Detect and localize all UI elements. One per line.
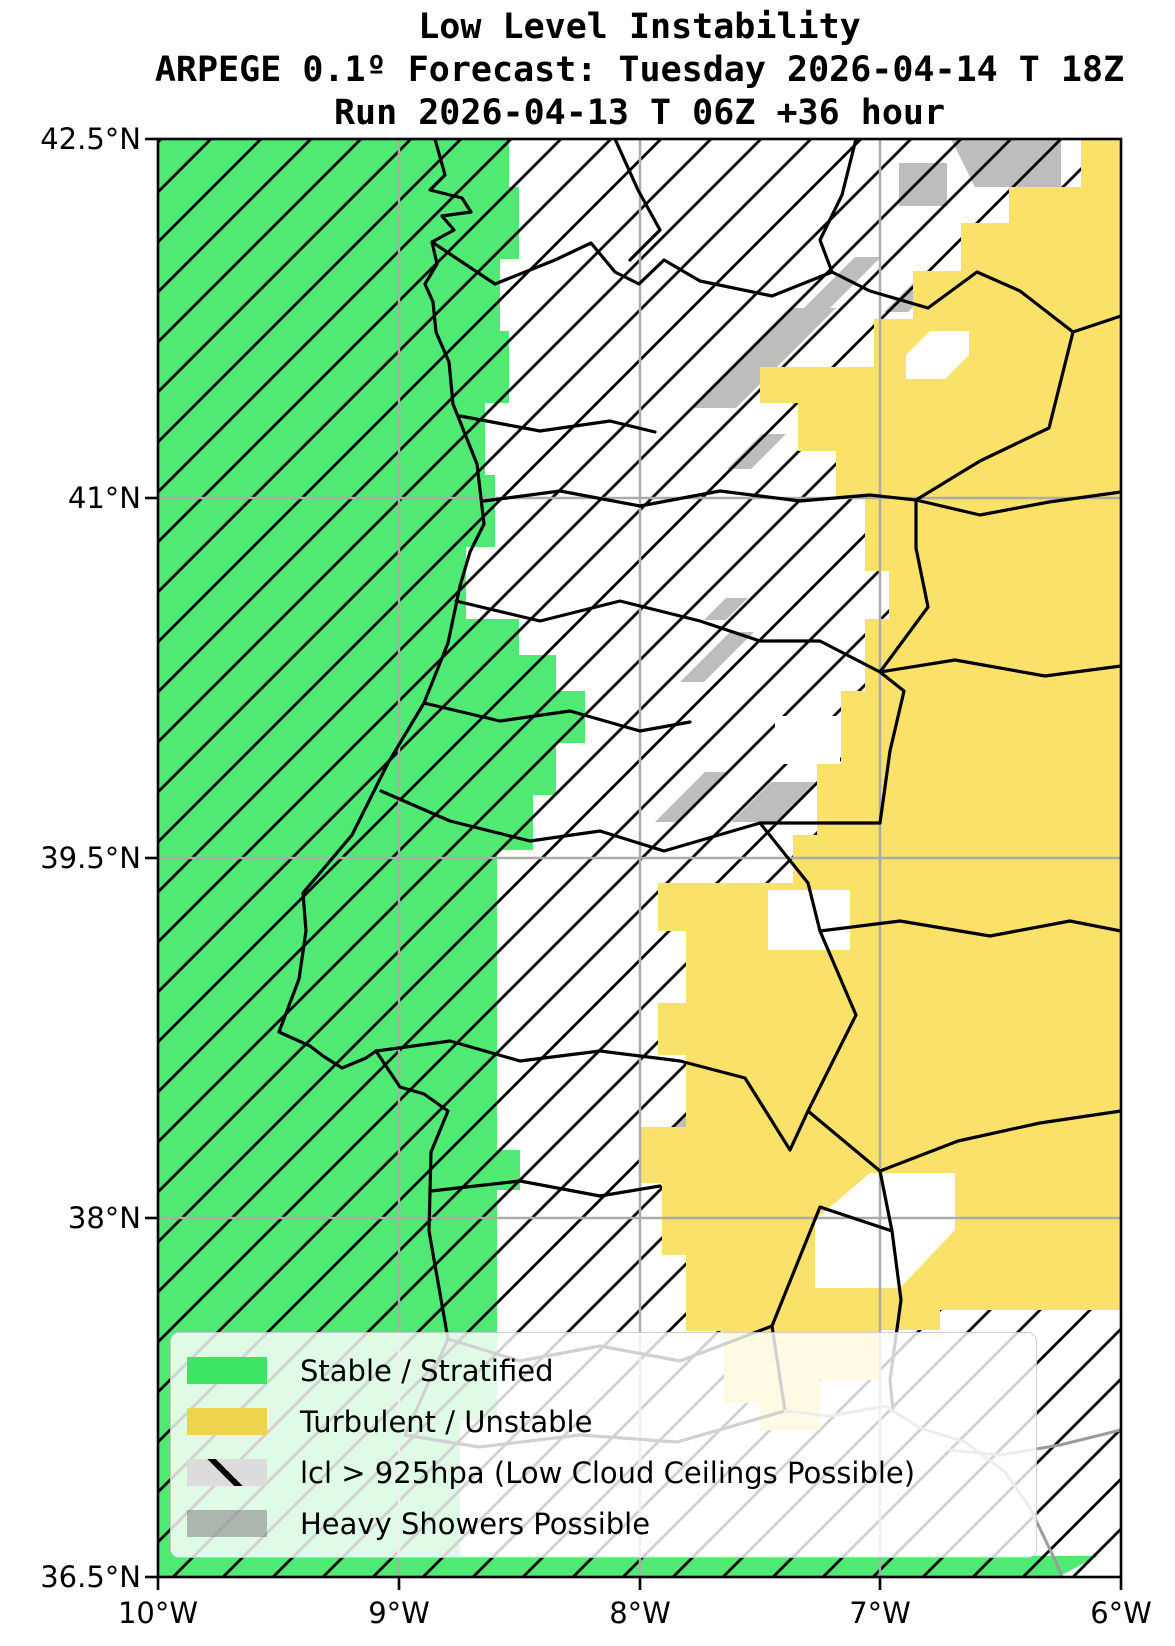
legend-item-turbulent: Turbulent / Unstable bbox=[187, 1396, 1036, 1447]
title-run: Run 2026-04-13 T 06Z +36 hour bbox=[333, 93, 946, 133]
ytick-42-5n: 42.5°N bbox=[40, 122, 141, 156]
xtick-7w: 7°W bbox=[849, 1596, 911, 1630]
legend-item-stable: Stable / Stratified bbox=[187, 1345, 1036, 1396]
legend-item-heavy-showers: Heavy Showers Possible bbox=[187, 1498, 1036, 1549]
lcl-hatch-swatch bbox=[187, 1459, 267, 1486]
region-yellow-holes bbox=[768, 331, 969, 1288]
tick-marks bbox=[145, 137, 1123, 1590]
heavy-showers-swatch bbox=[187, 1510, 267, 1537]
legend: Stable / Stratified Turbulent / Unstable… bbox=[170, 1332, 1037, 1558]
chart-title-block: Low Level Instability ARPEGE 0.1º Foreca… bbox=[52, 6, 1175, 135]
legend-label-stable: Stable / Stratified bbox=[300, 1353, 554, 1388]
turbulent-swatch bbox=[187, 1408, 267, 1435]
title-forecast: ARPEGE 0.1º Forecast: Tuesday 2026-04-14… bbox=[154, 50, 1125, 90]
ytick-41n: 41°N bbox=[67, 481, 141, 515]
xtick-6w: 6°W bbox=[1090, 1596, 1152, 1630]
legend-item-lcl: lcl > 925hpa (Low Cloud Ceilings Possibl… bbox=[187, 1447, 1036, 1498]
legend-label-turbulent: Turbulent / Unstable bbox=[300, 1404, 593, 1439]
xtick-9w: 9°W bbox=[368, 1596, 430, 1630]
coastline-borders bbox=[277, 139, 1121, 1449]
xtick-8w: 8°W bbox=[609, 1596, 671, 1630]
title-main: Low Level Instability bbox=[418, 7, 861, 47]
ytick-38n: 38°N bbox=[67, 1201, 141, 1235]
stable-swatch bbox=[187, 1357, 267, 1384]
xtick-10w: 10°W bbox=[117, 1596, 199, 1630]
ytick-36-5n: 36.5°N bbox=[40, 1560, 141, 1594]
legend-label-lcl: lcl > 925hpa (Low Cloud Ceilings Possibl… bbox=[300, 1455, 916, 1490]
ytick-39-5n: 39.5°N bbox=[40, 841, 141, 875]
legend-label-heavy-showers: Heavy Showers Possible bbox=[300, 1506, 651, 1541]
